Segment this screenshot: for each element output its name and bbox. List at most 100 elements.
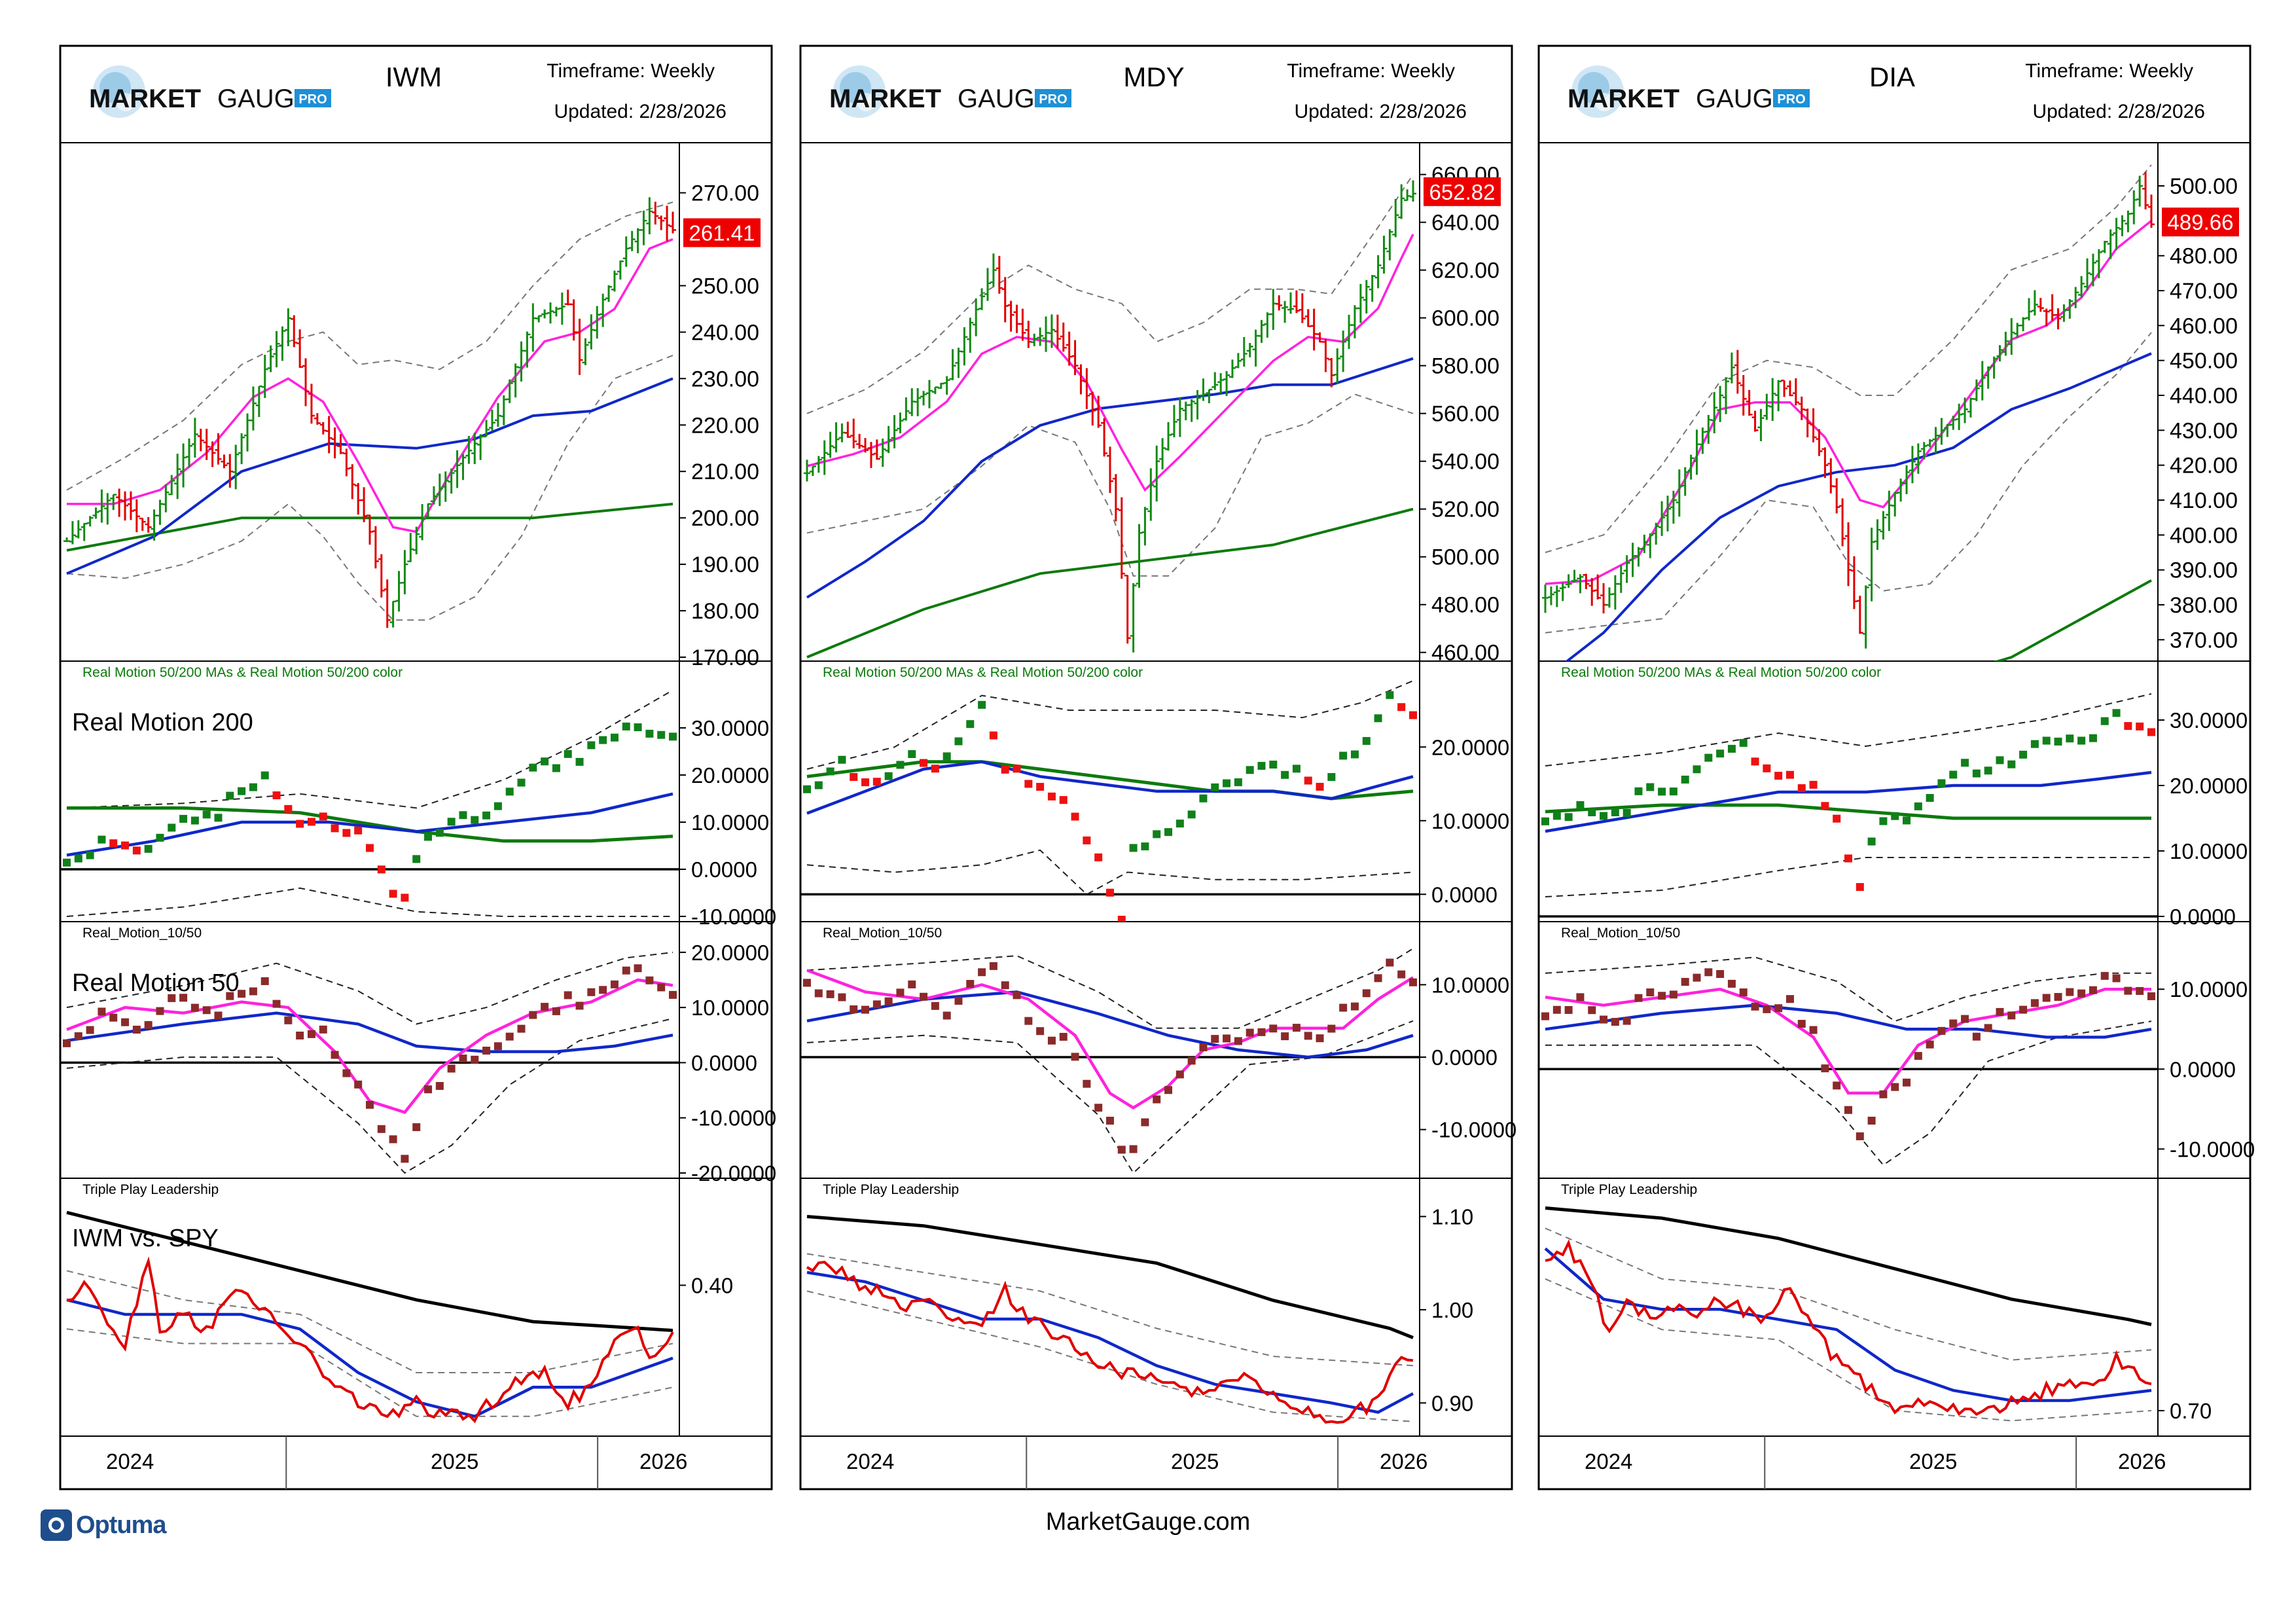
- rm200-point: [1047, 792, 1056, 801]
- price-ma50-line: [1565, 352, 2152, 661]
- price-tick-label: 480.00: [1431, 593, 1499, 618]
- globe-icon-highlight: [1595, 93, 1613, 111]
- rm50-point: [931, 1001, 939, 1010]
- rm200-point: [2124, 722, 2132, 731]
- rm50-point: [954, 996, 963, 1005]
- price-tick-label: 450.00: [2170, 349, 2238, 374]
- rm200-point: [1984, 767, 1992, 775]
- x-axis: 2024 2025 2026: [106, 1436, 687, 1489]
- rm200-point: [541, 757, 549, 766]
- rm50-point: [1552, 1005, 1561, 1014]
- rm200-point: [1693, 765, 1701, 774]
- timeframe-label: Timeframe: Weekly: [1287, 60, 1455, 82]
- rm200-point: [2112, 709, 2121, 717]
- rm50-title: Real_Motion_10/50: [82, 926, 202, 941]
- rm200-tick-label: 10.0000: [2170, 839, 2248, 863]
- rm50-point: [989, 962, 997, 970]
- price-tick-label: 430.00: [2170, 418, 2238, 443]
- price-tick-label: 170.00: [691, 645, 759, 670]
- price-tick-label: 230.00: [691, 367, 759, 391]
- rm200-point: [1634, 787, 1643, 795]
- rm200-point: [1292, 765, 1300, 773]
- rm200-point: [1541, 817, 1549, 825]
- tpl-title: Triple Play Leadership: [823, 1182, 959, 1197]
- rm50-ma50-line: [806, 990, 1414, 1059]
- rm200-point: [1879, 817, 1888, 825]
- globe-icon-highlight: [857, 93, 875, 111]
- rm200-point: [1304, 776, 1312, 785]
- footer-site-url[interactable]: MarketGauge.com: [1045, 1508, 1251, 1536]
- rm50-point: [884, 997, 893, 1005]
- rm200-point: [319, 812, 327, 821]
- last-price-tag: [683, 218, 761, 247]
- price-pane: 500.00 480.00 470.00 460.00 450.00 440.00 430.…: [1542, 164, 2239, 661]
- rm200-point: [435, 829, 444, 837]
- rm50-point: [1024, 1017, 1033, 1025]
- rm50-label: Real Motion 50: [72, 969, 240, 997]
- rm200-point: [1036, 783, 1045, 791]
- rm200-point: [850, 772, 858, 781]
- rm50-point: [920, 992, 928, 1001]
- rm50-point: [202, 1006, 211, 1015]
- rm50-tick-label: -10.0000: [2170, 1137, 2255, 1161]
- rm50-point: [1600, 1015, 1608, 1024]
- rm50-tick-label: 20.0000: [691, 941, 769, 965]
- rm50-point: [622, 966, 630, 975]
- rm200-point: [1001, 765, 1009, 774]
- rm50-point: [564, 991, 572, 1000]
- rm50-point: [942, 1011, 951, 1020]
- rm50-point: [272, 1000, 281, 1008]
- tpl-tick-label: 0.90: [1431, 1391, 1473, 1415]
- rm50-point: [2019, 1005, 2028, 1014]
- panel-frame: [799, 45, 1513, 1490]
- rm200-point: [1903, 816, 1911, 825]
- x-tick-label: 2025: [431, 1449, 478, 1473]
- rm200-point: [1763, 764, 1771, 772]
- rm50-ma10-line: [806, 969, 1414, 1110]
- rm50-point: [1984, 1024, 1992, 1032]
- tpl-relative-line: [1545, 1239, 2152, 1416]
- rm200-point: [1316, 782, 1324, 791]
- rm200-point: [179, 814, 188, 823]
- rm200-point: [1234, 778, 1242, 787]
- price-tick-label: 400.00: [2170, 523, 2238, 548]
- price-tick-label: 240.00: [691, 320, 759, 345]
- price-band-lower: [66, 354, 673, 621]
- rm50-point: [1164, 1086, 1173, 1094]
- rm200-point: [1409, 711, 1417, 719]
- rm50-title: Real_Motion_10/50: [1561, 926, 1680, 941]
- price-band-upper: [806, 174, 1414, 414]
- rm50-point: [669, 990, 677, 999]
- rm50-point: [1961, 1015, 1969, 1023]
- rm50-point: [377, 1125, 386, 1133]
- tpl-plot-area: [806, 1215, 1414, 1424]
- rm200-point: [63, 858, 71, 867]
- rm200-point: [144, 844, 152, 853]
- rm50-band-lower: [66, 1018, 673, 1174]
- panel-frame: [59, 45, 773, 1490]
- price-tick-label: 220.00: [691, 413, 759, 438]
- rm50-point: [144, 1020, 152, 1029]
- rm50-point: [296, 1032, 304, 1039]
- rm200-point: [2019, 750, 2028, 759]
- tpl-band-upper: [806, 1253, 1414, 1367]
- rm200-point: [2030, 740, 2039, 748]
- rm200-point: [587, 741, 596, 749]
- rm50-point: [1914, 1052, 1922, 1060]
- rm200-point: [260, 771, 269, 780]
- rm50-ma50-line: [66, 1011, 673, 1053]
- rm50-point: [1669, 990, 1677, 999]
- rm50-point: [505, 1032, 514, 1041]
- rm200-point: [1972, 769, 1981, 778]
- price-ma200-line: [806, 507, 1414, 659]
- rm200-ma50-line: [1545, 770, 2152, 833]
- rm200-band-lower: [1545, 857, 2151, 897]
- rm50-point: [1386, 958, 1394, 967]
- rm200-point: [1961, 759, 1969, 767]
- price-ma50-line: [66, 377, 673, 575]
- rm50-ma10-line: [66, 978, 673, 1114]
- price-tick-label: 460.00: [2170, 314, 2238, 338]
- last-price-value: 489.66: [2168, 210, 2234, 234]
- rm50-point: [1809, 1026, 1818, 1034]
